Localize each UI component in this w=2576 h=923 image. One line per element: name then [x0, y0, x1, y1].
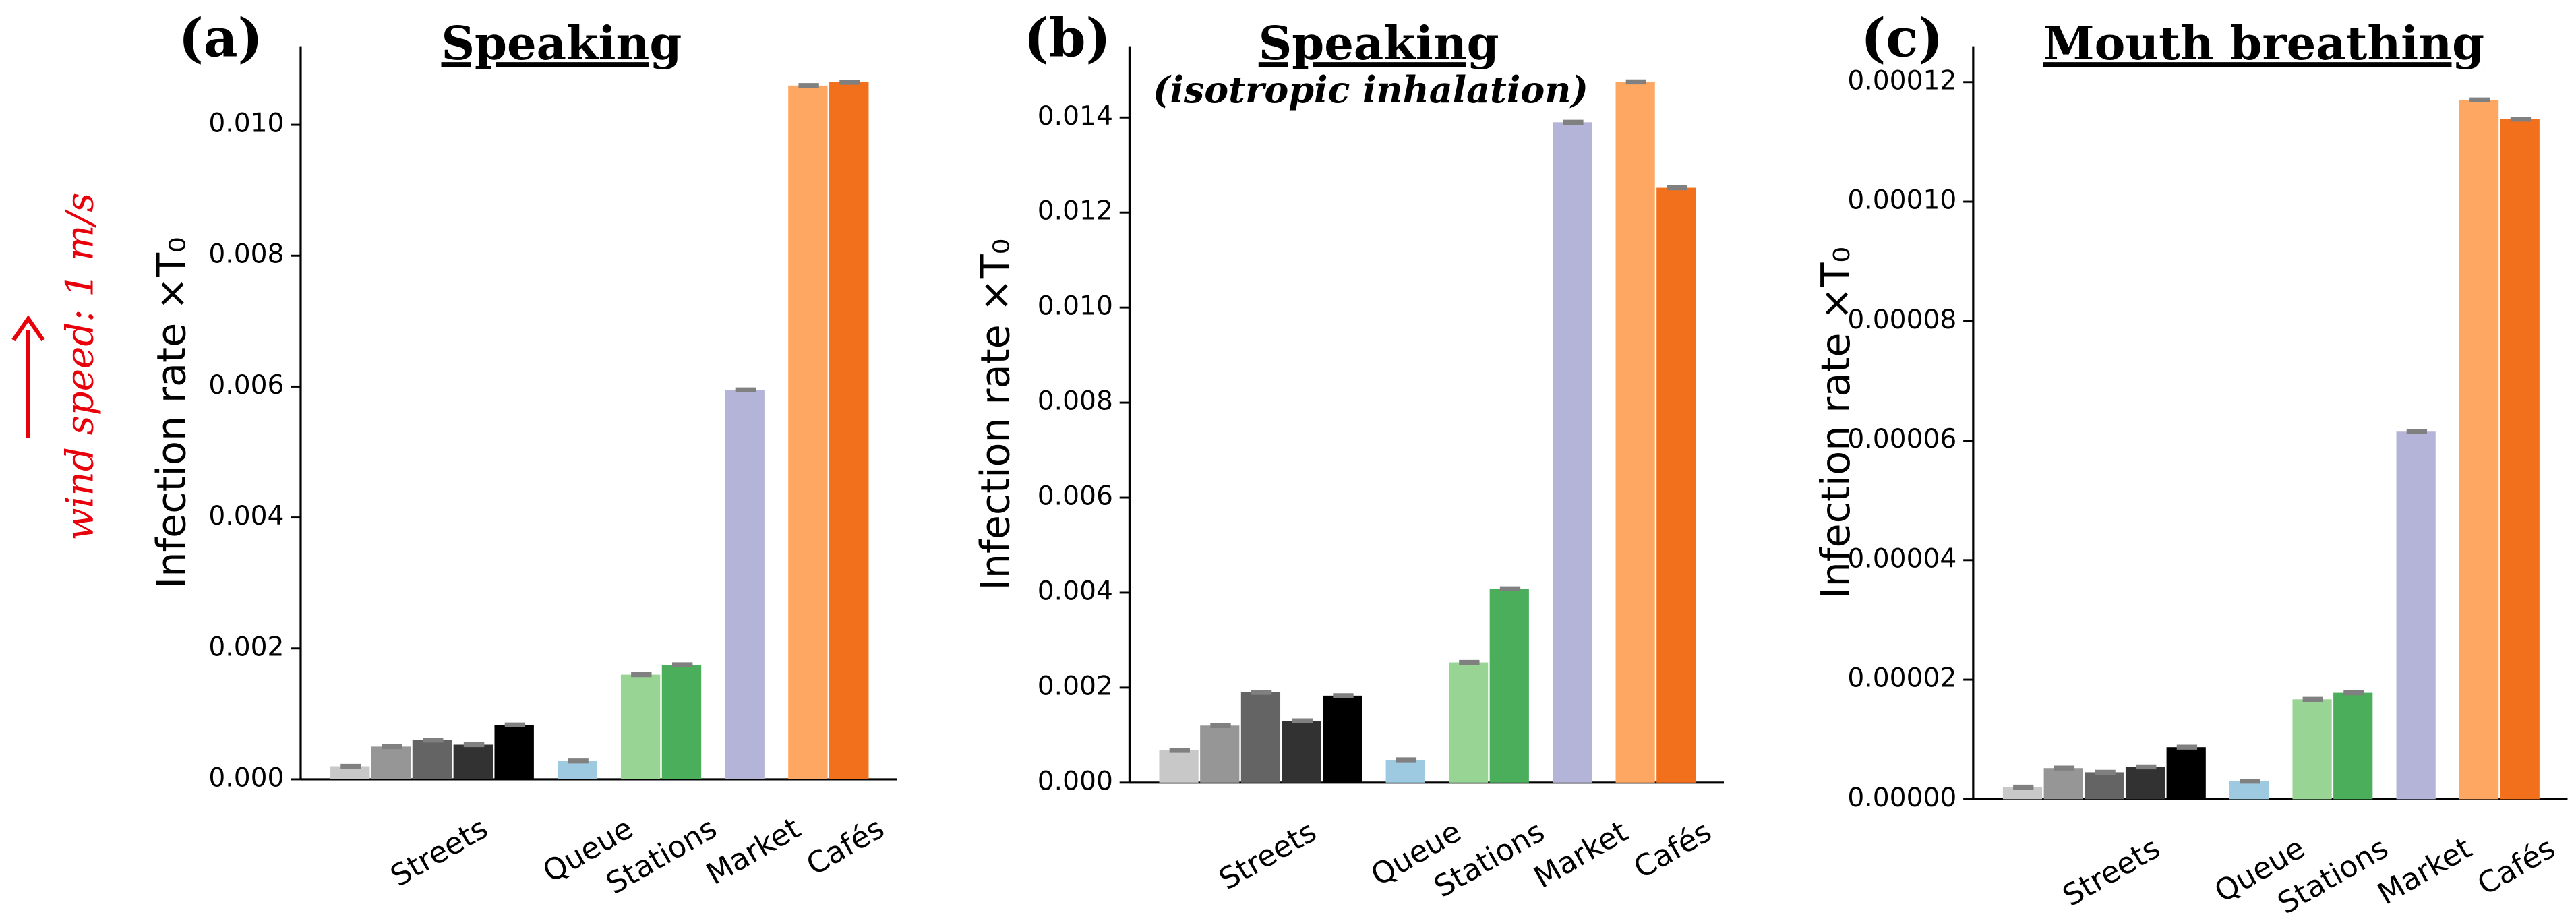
x-tick-label: Cafés [801, 811, 890, 883]
bar [494, 725, 534, 779]
y-tick-label: 0.002 [1038, 671, 1113, 701]
bar [1159, 750, 1199, 783]
bar [2166, 747, 2206, 800]
wind-annotation: wind speed: 1 m/s [58, 193, 102, 541]
x-tick-label: Market [2372, 831, 2478, 912]
y-tick-label: 0.008 [208, 239, 284, 270]
bar [330, 766, 370, 779]
y-tick-label: 0.000 [1038, 766, 1113, 796]
bar [661, 665, 702, 779]
bar [2002, 787, 2043, 800]
y-axis-label: Infection rate ×T₀ [1812, 247, 1859, 599]
x-tick-label: Cafés [2472, 831, 2560, 902]
bar [453, 744, 493, 779]
bar [725, 390, 765, 779]
bar [1615, 82, 1655, 783]
panel-label: (c) [1861, 7, 1943, 69]
panel-label: (a) [179, 7, 263, 69]
bar [2229, 781, 2269, 800]
x-tick-label: Market [1528, 814, 1634, 895]
y-tick-label: 0.006 [1038, 481, 1113, 512]
y-axis-label: Infection rate ×T₀ [972, 239, 1019, 591]
bar [1656, 187, 1696, 783]
bar [2292, 699, 2332, 800]
bar [620, 674, 661, 779]
chart-title: Speaking [1259, 17, 1499, 71]
x-tick-label: Streets [385, 811, 493, 894]
y-tick-label: 0.002 [208, 632, 284, 662]
y-tick-label: 0.004 [1038, 576, 1113, 606]
y-tick-label: 0.006 [208, 370, 284, 400]
bar [558, 761, 597, 779]
bar [2396, 431, 2436, 800]
y-tick-label: 0.008 [1038, 386, 1113, 417]
x-tick-label: Cafés [1628, 814, 1717, 886]
y-tick-label: 0.000 [208, 763, 284, 793]
y-tick-label: 0.00006 [1847, 424, 1956, 454]
y-tick-label: 0.012 [1038, 196, 1113, 227]
y-tick-label: 0.010 [1038, 291, 1113, 322]
bar [1282, 721, 1321, 783]
y-tick-label: 0.00010 [1847, 185, 1956, 216]
bar [1449, 662, 1489, 783]
y-tick-label: 0.010 [208, 109, 284, 139]
wind-arrow-head [11, 315, 45, 342]
bar [1200, 725, 1240, 783]
bar [1489, 589, 1529, 783]
bar [2459, 100, 2499, 800]
bar [2333, 692, 2373, 800]
chart-title: Mouth breathing [2043, 17, 2484, 71]
x-tick-label: Streets [2057, 831, 2165, 914]
bar [1553, 122, 1592, 783]
bar [1240, 692, 1281, 783]
panel-label: (b) [1024, 7, 1111, 69]
bar [1323, 695, 1362, 783]
x-tick-label: Market [700, 811, 806, 892]
chart-title: Speaking [442, 17, 682, 71]
bar [2125, 767, 2165, 800]
y-axis-label: Infection rate ×T₀ [148, 237, 195, 589]
bar [2043, 768, 2083, 800]
bar [2500, 119, 2540, 800]
y-tick-label: 0.00004 [1847, 543, 1956, 574]
bar [1385, 760, 1425, 783]
y-tick-label: 0.014 [1038, 101, 1113, 131]
y-tick-label: 0.00008 [1847, 305, 1956, 335]
bar [829, 82, 869, 779]
bar [788, 85, 828, 779]
chart-subtitle: (isotropic inhalation) [1153, 68, 1588, 111]
bar [2085, 772, 2124, 800]
x-tick-label: Streets [1214, 814, 1322, 897]
y-tick-label: 0.00000 [1847, 783, 1956, 813]
y-tick-label: 0.00012 [1847, 65, 1956, 96]
y-tick-label: 0.00002 [1847, 663, 1956, 694]
bar [412, 740, 452, 779]
y-tick-label: 0.004 [208, 501, 284, 531]
bar [371, 746, 411, 779]
